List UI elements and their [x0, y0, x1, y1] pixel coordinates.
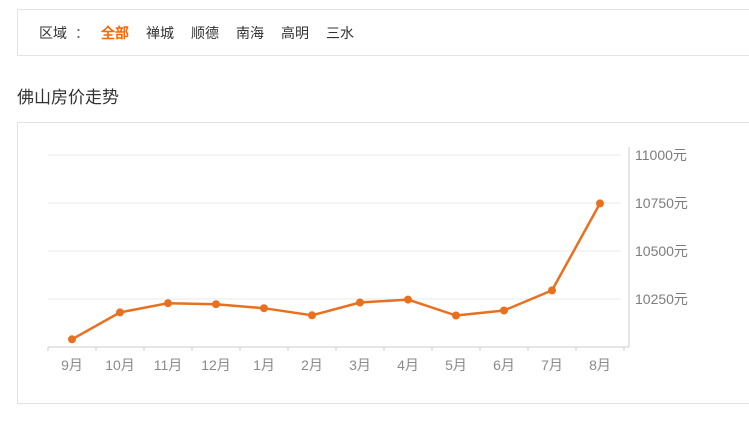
data-point	[356, 298, 364, 307]
region-filter-list: 全部 禅城 顺德 南海 高明 三水	[101, 23, 371, 43]
region-item-all[interactable]: 全部	[101, 24, 129, 41]
data-point	[260, 304, 268, 313]
data-point	[596, 199, 604, 208]
y-axis-label: 10500元	[635, 243, 688, 259]
data-point	[68, 335, 76, 344]
data-point	[548, 286, 556, 295]
x-axis-label: 11月	[154, 357, 183, 373]
region-item-nanhai[interactable]: 南海	[236, 24, 264, 41]
data-point	[212, 300, 220, 309]
series-line	[70, 202, 602, 341]
x-axis-label: 10月	[105, 357, 135, 373]
x-axis-label: 12月	[201, 357, 231, 373]
region-filter-colon: ：	[75, 24, 89, 41]
price-trend-chart-panel: 10250元 10500元 10750元 11000元 9月 10月 11月 12月 1月 2月 3…	[17, 122, 749, 404]
trend-line-chart: 10250元 10500元 10750元 11000元 9月 10月 11月 12月 1月 2月 3…	[47, 147, 688, 373]
data-point	[452, 311, 460, 320]
page-title: 佛山房价走势	[17, 88, 119, 107]
y-axis-label: 11000元	[635, 147, 687, 163]
x-axis-label: 2月	[301, 357, 323, 373]
x-axis-label: 4月	[397, 357, 419, 373]
data-point	[308, 311, 316, 320]
region-item-shunde[interactable]: 顺德	[191, 24, 219, 41]
region-filter-label: 区域	[39, 24, 67, 41]
data-point	[116, 308, 124, 317]
x-axis-label: 7月	[541, 357, 563, 373]
y-axis-label: 10250元	[635, 291, 688, 307]
x-axis-label: 9月	[61, 357, 83, 373]
region-filter-bar: 区域 ： 全部 禅城 顺德 南海 高明 三水	[17, 9, 749, 56]
x-axis-label: 5月	[445, 357, 467, 373]
region-item-sanshui[interactable]: 三水	[326, 24, 354, 41]
data-point	[404, 295, 412, 304]
y-axis-label: 10750元	[635, 195, 688, 211]
x-axis-label: 6月	[493, 357, 515, 373]
x-axis-label: 3月	[349, 357, 371, 373]
data-point	[500, 306, 508, 315]
x-axis-label: 1月	[253, 357, 275, 373]
x-axis-label: 8月	[589, 357, 611, 373]
data-point	[164, 299, 172, 308]
region-item-chancheng[interactable]: 禅城	[146, 24, 174, 41]
region-item-gaoming[interactable]: 高明	[281, 24, 309, 41]
